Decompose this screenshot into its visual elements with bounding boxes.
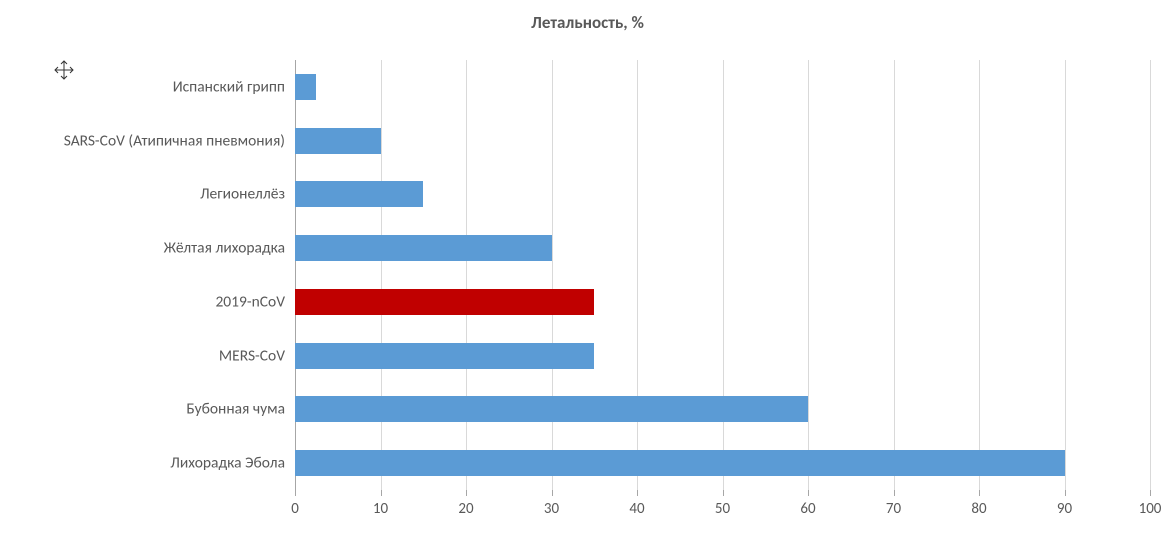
- x-tick-mark: [979, 490, 980, 496]
- x-tick-mark: [894, 490, 895, 496]
- plot-area: 0102030405060708090100Испанский гриппSAR…: [295, 60, 1150, 490]
- category-label: Легионеллёз: [5, 185, 295, 204]
- category-label: 2019-nCoV: [5, 292, 295, 311]
- x-tick-label: 40: [629, 500, 644, 518]
- gridline: [1150, 60, 1151, 490]
- x-tick-label: 80: [971, 500, 986, 518]
- x-tick-label: 60: [800, 500, 815, 518]
- category-label: Жёлтая лихорадка: [5, 239, 295, 258]
- move-cursor-icon: [54, 60, 74, 80]
- chart-title: Летальность, %: [0, 12, 1175, 33]
- x-tick-mark: [466, 490, 467, 496]
- x-tick-mark: [808, 490, 809, 496]
- bar: [295, 235, 552, 261]
- lethality-bar-chart: Летальность, % 0102030405060708090100Исп…: [0, 0, 1175, 549]
- x-tick-label: 100: [1139, 500, 1162, 518]
- x-tick-mark: [552, 490, 553, 496]
- gridline: [466, 60, 467, 490]
- y-axis-line: [295, 60, 296, 490]
- x-tick-label: 30: [544, 500, 559, 518]
- bar: [295, 128, 381, 154]
- bar: [295, 181, 423, 207]
- bar: [295, 289, 594, 315]
- gridline: [723, 60, 724, 490]
- gridline: [1065, 60, 1066, 490]
- x-tick-label: 20: [458, 500, 473, 518]
- x-tick-mark: [381, 490, 382, 496]
- bar: [295, 74, 316, 100]
- category-label: SARS-CoV (Атипичная пневмония): [5, 131, 295, 150]
- x-tick-mark: [723, 490, 724, 496]
- category-label: MERS-CoV: [5, 346, 295, 365]
- x-tick-label: 70: [886, 500, 901, 518]
- category-label: Лихорадка Эбола: [5, 454, 295, 473]
- x-tick-label: 50: [715, 500, 730, 518]
- bar: [295, 396, 808, 422]
- category-label: Бубонная чума: [5, 400, 295, 419]
- gridline: [637, 60, 638, 490]
- gridline: [979, 60, 980, 490]
- x-tick-mark: [295, 490, 296, 496]
- x-tick-label: 0: [291, 500, 299, 518]
- x-tick-label: 10: [373, 500, 388, 518]
- bar: [295, 450, 1065, 476]
- x-tick-mark: [1065, 490, 1066, 496]
- bar: [295, 343, 594, 369]
- x-tick-mark: [637, 490, 638, 496]
- gridline: [808, 60, 809, 490]
- gridline: [894, 60, 895, 490]
- gridline: [381, 60, 382, 490]
- x-tick-mark: [1150, 490, 1151, 496]
- gridline: [552, 60, 553, 490]
- category-label: Испанский грипп: [5, 77, 295, 96]
- x-tick-label: 90: [1057, 500, 1072, 518]
